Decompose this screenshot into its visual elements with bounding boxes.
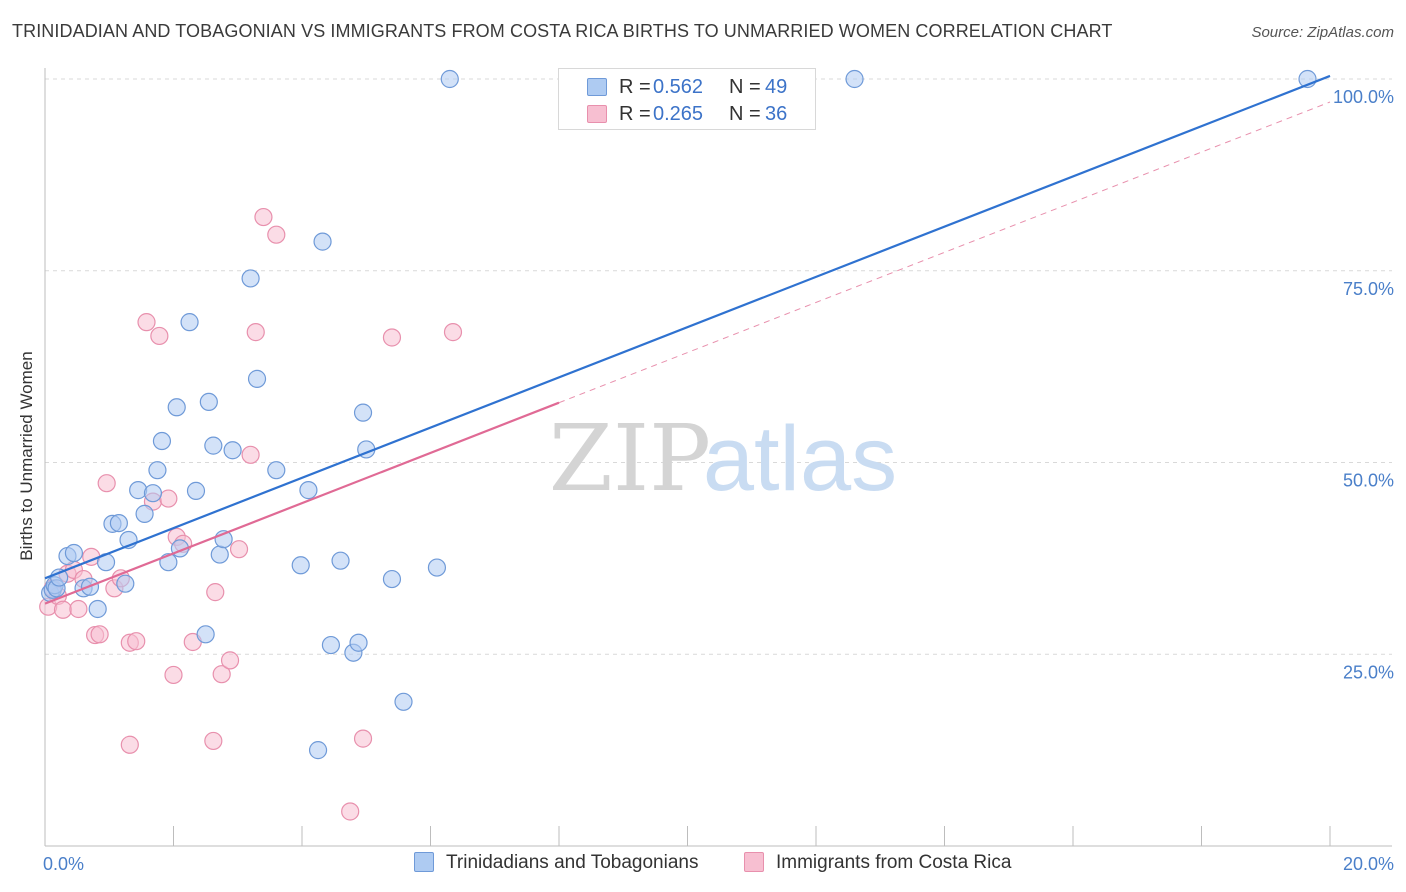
legend-label: Immigrants from Costa Rica [776, 852, 1012, 873]
data-point [353, 729, 373, 748]
data-point [148, 461, 167, 480]
r-label: R = [619, 103, 651, 125]
data-point [313, 232, 332, 251]
data-point [159, 489, 178, 508]
y-tick-labels: 25.0% 50.0% 75.0% 100.0% [1333, 87, 1394, 682]
n-label: N = [729, 76, 761, 98]
watermark-atlas: atlas [703, 408, 897, 510]
legend-swatch-blue [587, 78, 607, 96]
data-point [137, 313, 156, 332]
legend-label: Trinidadians and Tobagonians [446, 852, 699, 873]
data-point [223, 441, 242, 460]
data-point [229, 540, 249, 559]
data-point [143, 484, 163, 503]
y-tick-label: 100.0% [1333, 87, 1394, 107]
legend-swatch-pink [744, 852, 764, 872]
grid-lines [45, 78, 1392, 655]
data-point [353, 403, 373, 422]
data-point [90, 625, 109, 644]
data-point [299, 481, 318, 500]
data-point [180, 313, 199, 332]
data-point [241, 269, 260, 288]
data-point [349, 633, 368, 652]
legend-swatch-pink [587, 105, 607, 123]
n-value: 36 [765, 103, 788, 125]
bottom-legend-item-trinidad: Trinidadians and Tobagonians [414, 852, 698, 874]
data-point [116, 574, 135, 593]
trend-line-costa-rica-extension [558, 101, 1331, 404]
source-label: Source: ZipAtlas.com [1251, 24, 1394, 41]
legend-swatch-blue [414, 852, 434, 872]
data-point [135, 504, 154, 523]
bottom-legend-item-costa-rica: Immigrants from Costa Rica [744, 852, 1011, 874]
data-point [845, 69, 864, 89]
data-point [241, 445, 260, 464]
data-point [321, 635, 341, 655]
data-point [88, 599, 107, 619]
data-point [64, 543, 84, 563]
y-tick-label: 75.0% [1343, 279, 1394, 299]
data-point [443, 323, 463, 342]
x-tick-label: 20.0% [1343, 854, 1394, 874]
data-point [199, 392, 218, 412]
data-point [212, 665, 231, 684]
data-point [69, 599, 88, 619]
series-costa-rica-points [39, 207, 463, 821]
y-tick-label: 25.0% [1343, 662, 1394, 682]
x-tick-labels: 0.0% 20.0% [43, 854, 1394, 874]
data-point [152, 431, 172, 451]
n-label: N = [729, 103, 761, 125]
watermark-zip: ZIP [549, 405, 711, 512]
data-point [204, 436, 223, 455]
data-point [53, 600, 73, 619]
series-trinidad-points [41, 69, 1317, 760]
data-point [97, 474, 116, 493]
data-point [186, 481, 206, 500]
data-point [382, 569, 402, 589]
data-point [427, 558, 447, 577]
data-point [331, 551, 350, 570]
r-label: R = [619, 76, 651, 98]
data-point [206, 583, 225, 602]
trend-line-costa-rica [44, 401, 560, 605]
correlation-legend: R = 0.562 N = 49 R = 0.265 N = 36 [558, 68, 816, 130]
data-point [109, 513, 128, 533]
data-point [220, 651, 240, 670]
data-point [341, 802, 360, 821]
data-point [129, 481, 148, 500]
r-value: 0.265 [653, 103, 704, 125]
data-point [440, 69, 459, 89]
data-point [167, 398, 186, 417]
data-point [164, 665, 183, 685]
axes [44, 68, 1392, 847]
data-point [291, 556, 310, 575]
data-point [254, 207, 273, 227]
data-point [308, 741, 328, 760]
chart-title: TRINIDADIAN AND TOBAGONIAN VS IMMIGRANTS… [12, 21, 1113, 41]
data-point [204, 731, 223, 751]
x-tick-label: 0.0% [43, 854, 84, 874]
data-point [247, 369, 267, 388]
data-point [120, 735, 139, 754]
n-value: 49 [765, 76, 788, 98]
r-value: 0.562 [653, 76, 704, 98]
data-point [210, 545, 229, 564]
data-point [246, 323, 265, 342]
watermark: ZIP atlas [549, 405, 897, 512]
data-point [267, 461, 286, 480]
data-point [127, 632, 146, 651]
data-point [382, 328, 402, 347]
trend-lines [44, 74, 1331, 605]
trend-line-trinidad [44, 74, 1331, 580]
data-point [394, 692, 413, 711]
data-point [267, 225, 286, 244]
data-point [196, 625, 215, 644]
y-tick-label: 50.0% [1343, 471, 1394, 491]
data-point [150, 326, 169, 346]
